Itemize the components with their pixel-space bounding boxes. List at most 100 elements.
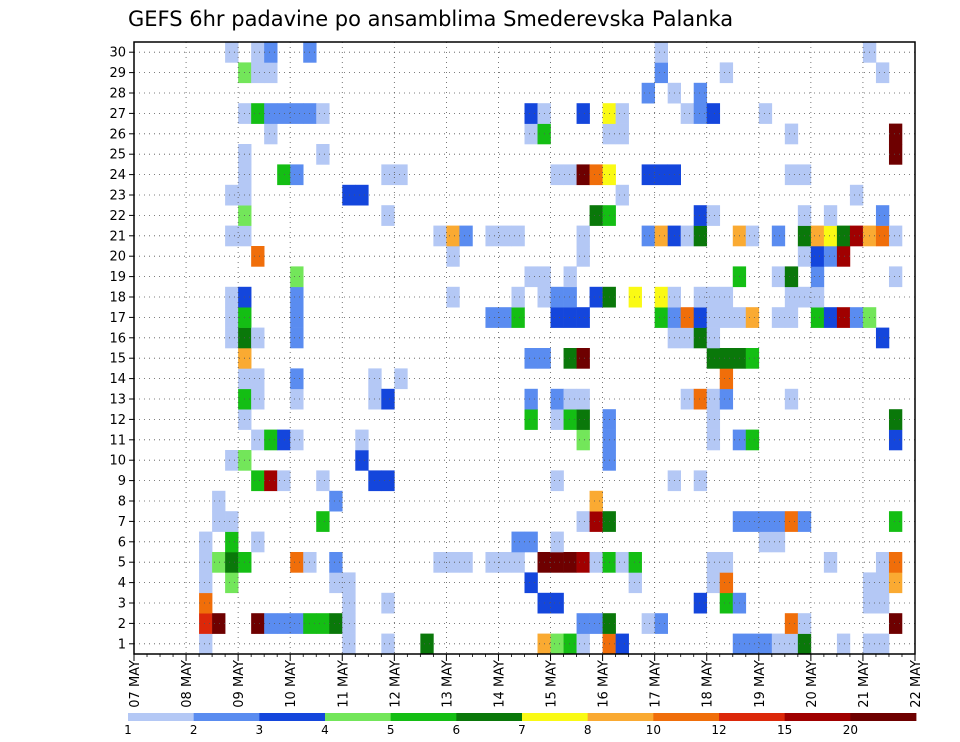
x-tick-label: 13 MAY	[440, 660, 455, 708]
heatmap-cell	[771, 266, 786, 288]
x-tick-label: 22 MAY	[909, 660, 924, 708]
legend-label: 6	[453, 723, 461, 737]
heatmap-cell	[290, 266, 304, 288]
heatmap-cell	[264, 470, 278, 492]
heatmap-cell	[277, 470, 291, 492]
heatmap-cell	[719, 388, 734, 410]
heatmap-cell	[615, 184, 629, 206]
heatmap-cell	[251, 368, 265, 390]
y-tick-label: 27	[109, 107, 126, 122]
heatmap-cell	[745, 633, 760, 655]
heatmap-cell	[888, 613, 903, 634]
heatmap-cell	[810, 266, 825, 288]
y-tick-label: 1	[118, 637, 126, 652]
heatmap-cell	[251, 42, 265, 63]
heatmap-cell	[810, 286, 825, 308]
heatmap-cell	[628, 572, 642, 594]
heatmap-cell	[719, 307, 734, 328]
x-tick-label: 14 MAY	[492, 660, 507, 708]
heatmap-cell	[706, 327, 721, 349]
heatmap-cell	[576, 164, 590, 186]
legend-label: 4	[321, 723, 329, 737]
heatmap-cell	[706, 409, 721, 430]
heatmap-cell	[849, 307, 864, 328]
heatmap-cell	[524, 266, 538, 288]
heatmap-cell	[316, 470, 330, 492]
heatmap-cell	[329, 552, 343, 573]
y-tick-label: 24	[109, 168, 126, 183]
heatmap-cell	[628, 286, 642, 308]
heatmap-cell	[316, 613, 330, 634]
heatmap-cell	[680, 307, 695, 328]
heatmap-cell	[342, 633, 356, 655]
heatmap-cell	[212, 511, 226, 532]
heatmap-cell	[550, 633, 564, 655]
y-tick-label: 28	[109, 87, 126, 102]
heatmap-cell	[706, 205, 721, 226]
heatmap-cell	[576, 103, 590, 124]
x-tick-label: 08 MAY	[180, 660, 195, 708]
color-legend: 1 2 3 4 5 6 7 8 10 12 15 20	[124, 713, 917, 737]
legend-swatch	[653, 713, 720, 721]
x-axis: 07 MAY 08 MAY 09 MAY 10 MAY 11 MAY 12 MAY 13 M…	[128, 654, 924, 708]
heatmap-cell	[381, 470, 395, 492]
heatmap-cell	[745, 511, 760, 532]
y-tick-label: 7	[118, 515, 126, 530]
heatmap-cell	[446, 552, 460, 573]
legend-label: 2	[190, 723, 198, 737]
heatmap-cell	[316, 144, 330, 165]
heatmap-cell	[615, 633, 629, 655]
heatmap-cell	[784, 123, 799, 145]
heatmap-cell	[212, 613, 226, 634]
heatmap-cell	[563, 307, 577, 328]
heatmap-cell	[290, 327, 304, 349]
heatmap-cell	[524, 531, 538, 553]
heatmap-cell	[563, 266, 577, 288]
heatmap-cell	[433, 225, 447, 247]
heatmap-cell	[810, 225, 825, 247]
heatmap-cell	[693, 103, 708, 124]
legend-swatch	[325, 713, 392, 721]
heatmap-cell	[771, 511, 786, 532]
heatmap-cell	[290, 368, 304, 390]
heatmap-cell	[680, 388, 695, 410]
heatmap-cell	[641, 225, 655, 247]
heatmap-cell	[199, 633, 213, 655]
heatmap-cell	[888, 266, 903, 288]
heatmap-cell	[576, 511, 590, 532]
heatmap-cell	[615, 103, 629, 124]
y-tick-label: 22	[109, 209, 126, 224]
heatmap-cell	[550, 552, 564, 573]
heatmap-cell	[706, 429, 721, 451]
heatmap-cell	[342, 592, 356, 614]
legend-swatch	[456, 713, 523, 721]
heatmap-cell	[433, 552, 447, 573]
heatmap-cell	[654, 42, 668, 63]
heatmap-cell	[706, 552, 721, 573]
heatmap-cell	[654, 307, 668, 328]
heatmap-cell	[355, 450, 369, 471]
heatmap-cell	[706, 103, 721, 124]
heatmap-cell	[719, 286, 734, 308]
heatmap-cell	[771, 225, 786, 247]
heatmap-cell	[576, 307, 590, 328]
heatmap-cell	[719, 592, 734, 614]
x-tick-label: 15 MAY	[545, 660, 560, 708]
y-tick-label: 29	[109, 66, 126, 81]
heatmap-cell	[485, 307, 499, 328]
heatmap-cell	[784, 613, 799, 634]
heatmap-cell	[628, 552, 642, 573]
heatmap-cell	[888, 552, 903, 573]
heatmap-cell	[849, 225, 864, 247]
heatmap-cell	[576, 429, 590, 451]
heatmap-cell	[680, 103, 695, 124]
heatmap-cell	[706, 348, 721, 369]
heatmap-cell	[342, 184, 356, 206]
heatmap-cell	[251, 62, 265, 84]
heatmap-cell	[225, 184, 239, 206]
legend-swatch	[850, 713, 917, 721]
heatmap-cell	[680, 327, 695, 349]
heatmap-cell	[511, 225, 525, 247]
y-tick-label: 15	[109, 352, 126, 367]
heatmap-cell	[875, 225, 890, 247]
